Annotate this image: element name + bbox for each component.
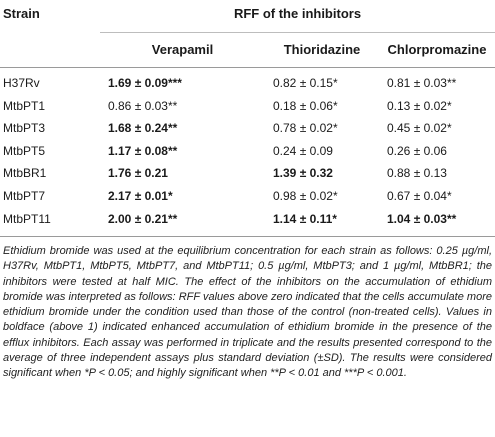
- value-cell: 0.98 ± 0.02*: [273, 189, 338, 203]
- value-cell: 0.88 ± 0.13: [387, 166, 447, 181]
- strain-cell: MtbPT11: [3, 211, 51, 226]
- table-row: H37Rv 1.69 ± 0.09*** 0.82 ± 0.15* 0.81 ± 0.…: [0, 72, 495, 94]
- strain-cell: MtbBR1: [3, 166, 47, 181]
- value-cell: 1.04 ± 0.03**: [387, 211, 457, 226]
- table-row: MtbPT1 0.86 ± 0.03** 0.18 ± 0.06* 0.13 ± 0.…: [0, 95, 495, 117]
- column-header-verapamil: Verapamil: [151, 42, 214, 57]
- header-bottom-rule: [0, 67, 495, 68]
- column-header-chlorpromazine: Chlorpromazine: [387, 42, 487, 57]
- value-cell: 0.86 ± 0.03**: [108, 98, 178, 113]
- value-cell: 0.67 ± 0.04*: [387, 189, 452, 203]
- group-header-rule: [100, 32, 495, 33]
- strain-column-header: Strain: [3, 6, 40, 21]
- value-cell: 1.17 ± 0.08**: [108, 143, 178, 158]
- value-cell: 1.69 ± 0.09***: [108, 76, 182, 90]
- strain-cell: MtbPT7: [3, 189, 46, 203]
- value-cell: 1.76 ± 0.21: [108, 166, 168, 181]
- strain-cell: H37Rv: [3, 76, 40, 90]
- table-bottom-rule: [0, 236, 495, 237]
- column-header-thioridazine: Thioridazine: [283, 42, 361, 57]
- value-cell: 2.17 ± 0.01*: [108, 189, 173, 203]
- strain-cell: MtbPT1: [3, 98, 46, 113]
- value-cell: 2.00 ± 0.21**: [108, 211, 178, 226]
- table-row: MtbPT5 1.17 ± 0.08** 0.24 ± 0.09 0.26 ± 0.0…: [0, 140, 495, 162]
- value-cell: 1.39 ± 0.32: [273, 166, 333, 181]
- value-cell: 0.45 ± 0.02*: [387, 121, 452, 136]
- value-cell: 1.14 ± 0.11*: [273, 211, 337, 226]
- value-cell: 0.18 ± 0.06*: [273, 98, 338, 113]
- value-cell: 0.82 ± 0.15*: [273, 76, 338, 90]
- value-cell: 0.26 ± 0.06: [387, 143, 447, 158]
- value-cell: 1.68 ± 0.24**: [108, 121, 178, 136]
- inhibitors-group-header: RFF of the inhibitors: [233, 6, 362, 21]
- table-row: MtbPT3 1.68 ± 0.24** 0.78 ± 0.02* 0.45 ± 0.…: [0, 117, 495, 139]
- value-cell: 0.13 ± 0.02*: [387, 98, 452, 113]
- value-cell: 0.78 ± 0.02*: [273, 121, 338, 136]
- table-footnote: Ethidium bromide was used at the equilib…: [3, 245, 492, 380]
- table-row: MtbPT11 2.00 ± 0.21** 1.14 ± 0.11* 1.04 ± 0…: [0, 208, 495, 230]
- strain-cell: MtbPT5: [3, 143, 46, 158]
- table-row: MtbPT7 2.17 ± 0.01* 0.98 ± 0.02* 0.67 ± 0.0…: [0, 185, 495, 207]
- table-row: MtbBR1 1.76 ± 0.21 1.39 ± 0.32 0.88 ± 0.13: [0, 162, 495, 184]
- strain-cell: MtbPT3: [3, 121, 46, 136]
- value-cell: 0.24 ± 0.09: [273, 143, 333, 158]
- value-cell: 0.81 ± 0.03**: [387, 76, 457, 90]
